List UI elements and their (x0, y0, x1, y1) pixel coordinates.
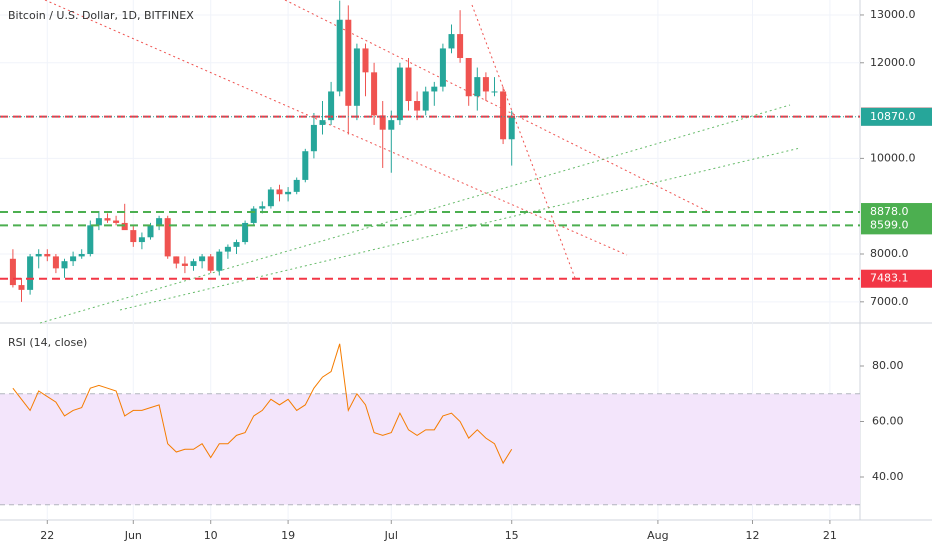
candle-body (414, 101, 421, 111)
candle-body (405, 67, 412, 102)
candle-body (242, 222, 249, 243)
candle-body (362, 48, 369, 73)
candle-body (207, 256, 214, 271)
trend-line (44, 0, 628, 256)
candle-body (181, 263, 188, 266)
y-tick-label: 60.00 (872, 415, 904, 428)
rsi-title: RSI (14, close) (8, 336, 87, 349)
candle-body (491, 91, 498, 93)
rsi-band (0, 393, 860, 505)
price-label: 8599.0 (870, 218, 909, 231)
x-tick-label: 12 (746, 529, 760, 542)
x-tick-label: 15 (505, 529, 519, 542)
candle-body (293, 179, 300, 192)
trend-line (119, 147, 801, 311)
y-tick-label: 8000.0 (870, 247, 909, 260)
price-label-box (861, 216, 932, 235)
candle-body (345, 19, 352, 106)
price-label: 8878.0 (870, 205, 909, 218)
candle-body (457, 34, 464, 58)
candle-body (70, 256, 77, 262)
candle-body (173, 256, 180, 264)
candle-body (465, 57, 472, 97)
y-tick-label: 7000.0 (870, 295, 909, 308)
candle-body (78, 254, 85, 257)
candle-body (328, 91, 335, 121)
candle-body (250, 208, 257, 223)
trend-lines (39, 0, 801, 324)
candle-body (310, 124, 317, 152)
y-tick-label: 10000.0 (870, 151, 916, 164)
candle-body (267, 189, 274, 207)
candle-body (9, 258, 16, 286)
y-tick-label: 13000.0 (870, 8, 916, 21)
candle-body (199, 256, 206, 262)
candle-body (439, 48, 446, 87)
price-label: 7483.1 (870, 272, 909, 285)
candle-body (336, 19, 343, 92)
candle-body (44, 254, 51, 257)
candle-body (482, 77, 489, 92)
candle-body (259, 206, 266, 209)
candle-body (27, 256, 34, 290)
trend-line (39, 104, 791, 324)
candle-body (61, 261, 68, 269)
candle-body (156, 218, 163, 226)
x-tick-label: 19 (281, 529, 295, 542)
candle-body (233, 242, 240, 247)
candle-body (276, 189, 283, 195)
candle-body (224, 246, 231, 252)
x-tick-label: Aug (647, 529, 668, 542)
candle-body (87, 225, 94, 255)
candle-body (130, 230, 137, 243)
x-tick-label: 22 (40, 529, 54, 542)
candle-body (508, 116, 515, 140)
candle-body (138, 237, 145, 243)
candle-body (164, 218, 171, 257)
y-tick-label: 12000.0 (870, 56, 916, 69)
candle-body (285, 191, 292, 195)
candle-body (353, 48, 360, 106)
candle-body (448, 34, 455, 49)
candle-body (302, 151, 309, 180)
candle-body (431, 86, 438, 92)
chart-title: Bitcoin / U.S. Dollar, 1D, BITFINEX (8, 9, 194, 22)
candle-body (500, 91, 507, 140)
candle-body (190, 261, 197, 266)
candle-body (474, 77, 481, 97)
y-tick-label: 80.00 (872, 359, 904, 372)
x-tick-label: 21 (823, 529, 837, 542)
candle-body (396, 67, 403, 121)
trend-line (471, 4, 576, 279)
x-tick-label: Jul (384, 529, 398, 542)
x-tick-label: Jun (124, 529, 142, 542)
candle-body (35, 254, 42, 257)
candle-body (379, 115, 386, 130)
x-tick-label: 10 (204, 529, 218, 542)
candle-body (95, 218, 102, 226)
trend-line (284, 0, 708, 212)
candle-body (319, 120, 326, 125)
candle-body (216, 251, 223, 271)
candle-body (52, 256, 59, 269)
candle-body (422, 91, 429, 111)
price-label-box (861, 107, 932, 126)
candle-body (104, 218, 111, 221)
price-label-box (861, 269, 932, 288)
candle-body (388, 120, 395, 130)
price-label: 10870.0 (870, 110, 916, 123)
y-tick-label: 40.00 (872, 470, 904, 483)
candle-body (18, 285, 25, 290)
candle-body (113, 220, 120, 223)
candle-body (147, 225, 154, 238)
candle-body (371, 72, 378, 116)
candle-body (121, 222, 128, 231)
rsi-line (12, 343, 513, 465)
